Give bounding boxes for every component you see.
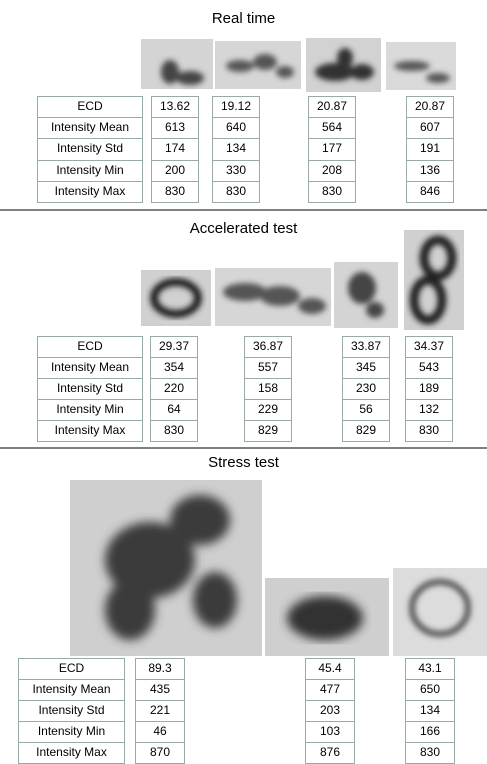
value-cell: 830 (151, 181, 199, 203)
value-cell: 191 (406, 138, 454, 160)
figure: {"sections":[ {"title":"Real time","row_… (0, 0, 487, 764)
row-label: Intensity Mean (37, 117, 143, 139)
value-cell: 829 (244, 420, 292, 442)
image (215, 268, 331, 326)
image (393, 568, 487, 656)
value-cell: 56 (342, 399, 390, 421)
value-cell: 876 (305, 742, 355, 764)
section-title: Real time (0, 10, 487, 27)
row-label: Intensity Std (37, 138, 143, 160)
row-label: Intensity Std (37, 378, 143, 400)
image (70, 480, 262, 656)
value-cell: 20.87 (406, 96, 454, 118)
value-cell: 132 (405, 399, 453, 421)
row-label: Intensity Std (18, 700, 125, 722)
value-cell: 29.37 (150, 336, 198, 358)
section-title: Accelerated test (0, 220, 487, 237)
image (386, 42, 456, 90)
value-cell: 229 (244, 399, 292, 421)
row-label: ECD (18, 658, 125, 680)
value-cell: 158 (244, 378, 292, 400)
row-label: Intensity Max (37, 181, 143, 203)
value-cell: 830 (212, 181, 260, 203)
section-title: Stress test (0, 454, 487, 471)
value-cell: 177 (308, 138, 356, 160)
value-cell: 136 (406, 160, 454, 182)
image (141, 39, 213, 89)
value-cell: 435 (135, 679, 185, 701)
value-cell: 230 (342, 378, 390, 400)
value-cell: 89.3 (135, 658, 185, 680)
value-cell: 870 (135, 742, 185, 764)
row-label: Intensity Max (37, 420, 143, 442)
value-cell: 613 (151, 117, 199, 139)
value-cell: 345 (342, 357, 390, 379)
row-label: ECD (37, 336, 143, 358)
value-cell: 189 (405, 378, 453, 400)
value-cell: 650 (405, 679, 455, 701)
row-label: Intensity Min (37, 399, 143, 421)
row-label: Intensity Max (18, 742, 125, 764)
value-cell: 830 (308, 181, 356, 203)
value-cell: 33.87 (342, 336, 390, 358)
value-cell: 330 (212, 160, 260, 182)
value-cell: 203 (305, 700, 355, 722)
value-cell: 564 (308, 117, 356, 139)
image (334, 262, 398, 328)
value-cell: 200 (151, 160, 199, 182)
value-cell: 830 (405, 420, 453, 442)
value-cell: 846 (406, 181, 454, 203)
value-cell: 354 (150, 357, 198, 379)
value-cell: 13.62 (151, 96, 199, 118)
value-cell: 830 (150, 420, 198, 442)
row-label: Intensity Min (37, 160, 143, 182)
row-label: Intensity Mean (18, 679, 125, 701)
value-cell: 640 (212, 117, 260, 139)
value-cell: 134 (405, 700, 455, 722)
value-cell: 221 (135, 700, 185, 722)
value-cell: 830 (405, 742, 455, 764)
row-label: ECD (37, 96, 143, 118)
value-cell: 543 (405, 357, 453, 379)
value-cell: 134 (212, 138, 260, 160)
value-cell: 19.12 (212, 96, 260, 118)
value-cell: 174 (151, 138, 199, 160)
value-cell: 45.4 (305, 658, 355, 680)
value-cell: 36.87 (244, 336, 292, 358)
value-cell: 166 (405, 721, 455, 743)
value-cell: 829 (342, 420, 390, 442)
value-cell: 46 (135, 721, 185, 743)
value-cell: 208 (308, 160, 356, 182)
value-cell: 557 (244, 357, 292, 379)
row-label: Intensity Min (18, 721, 125, 743)
image (265, 578, 389, 656)
value-cell: 20.87 (308, 96, 356, 118)
image (404, 230, 464, 330)
value-cell: 64 (150, 399, 198, 421)
value-cell: 103 (305, 721, 355, 743)
image (306, 38, 381, 92)
image (215, 41, 301, 89)
row-label: Intensity Mean (37, 357, 143, 379)
value-cell: 220 (150, 378, 198, 400)
value-cell: 43.1 (405, 658, 455, 680)
value-cell: 34.37 (405, 336, 453, 358)
value-cell: 607 (406, 117, 454, 139)
image (141, 270, 211, 326)
value-cell: 477 (305, 679, 355, 701)
